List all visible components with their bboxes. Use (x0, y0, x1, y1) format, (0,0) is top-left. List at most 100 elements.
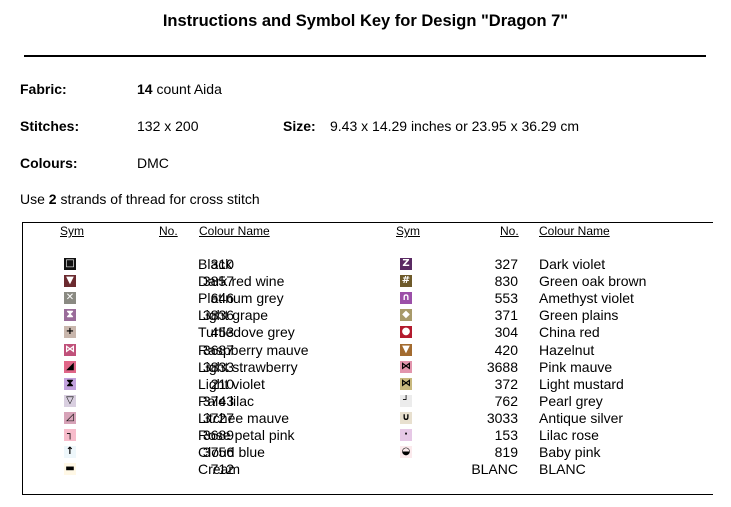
key-row-left: ↑ 3756 Cloud blue (0, 444, 731, 461)
colour-name: Lilac rose (539, 427, 599, 443)
colour-name: Amethyst violet (539, 290, 634, 307)
color-symbol-icon: ┘ (400, 394, 412, 407)
header-sym-left: Sym (60, 224, 84, 238)
key-row-left: ▽ 3743 Pale lilac (0, 393, 731, 410)
color-symbol-icon: ▼ (400, 343, 412, 356)
key-row-left: ▬ 712 Cream (0, 461, 731, 478)
size-label: Size: (283, 118, 316, 134)
color-symbol-icon: ⧗ (64, 309, 76, 322)
dmc-number: 830 (494, 273, 518, 290)
dmc-number: 210 (210, 375, 234, 392)
dmc-number: 3033 (486, 409, 518, 426)
colour-name: Light strawberry (198, 358, 298, 375)
colours-value: DMC (137, 155, 169, 171)
color-symbol-icon: ◢ (64, 360, 76, 373)
stitches-value: 132 x 200 (137, 118, 199, 134)
key-row-left: ⧗ 210 Light violet (0, 376, 731, 393)
dmc-number: 371 (494, 307, 518, 324)
header-sym-right: Sym (396, 224, 420, 238)
color-symbol-icon: ∪ (400, 411, 412, 424)
fabric-count: 14 (137, 81, 153, 97)
dmc-number: 762 (494, 392, 518, 409)
color-symbol-icon: ∩ (400, 292, 412, 305)
key-row-left: □ 310 Black (0, 256, 731, 273)
fabric-label: Fabric: (20, 81, 67, 97)
strands-instruction: Use 2 strands of thread for cross stitch (20, 191, 260, 207)
dmc-number: 3687 (202, 341, 234, 358)
key-row-right: ● 304 China red (0, 324, 731, 341)
key-row-right: #830 Green oak brown (0, 273, 731, 290)
key-row-right: ∪ 3033 Antique silver (0, 410, 731, 427)
key-row-right: ⋈ 3688 Pink mauve (0, 359, 731, 376)
color-symbol-icon: ◒ (400, 446, 412, 459)
key-row-right: Z 327 Dark violet (0, 256, 731, 273)
key-row-left: ⧗ 3836 Light grape (0, 307, 731, 324)
header-no-left: No. (159, 224, 178, 238)
colour-name: Pearl grey (539, 392, 603, 409)
dmc-number: 420 (494, 341, 518, 358)
color-symbol-icon: ┐ (64, 429, 76, 441)
colour-name: Raspberry mauve (198, 341, 309, 358)
dmc-number: 3689 (202, 427, 234, 443)
colour-name: Rose petal pink (198, 427, 295, 443)
colour-name: Antique silver (539, 409, 624, 426)
dmc-number: 372 (494, 375, 518, 392)
key-row-right: · 153 Lilac rose (0, 427, 731, 444)
title-divider (24, 55, 706, 57)
key-row-right: ◒ 819 Baby pink (0, 444, 731, 461)
colour-name: BLANC (539, 461, 586, 478)
color-symbol-icon: ● (400, 326, 412, 339)
dmc-number: 3836 (202, 307, 234, 324)
fabric-type: count Aida (152, 81, 222, 97)
key-row-left: +453 Turtledove grey (0, 324, 731, 341)
key-row-right: ▼ 420 Hazelnut (0, 342, 731, 359)
color-symbol-icon: ⋈ (400, 360, 412, 373)
colour-name: Turtledove grey (198, 324, 295, 341)
fabric-value: 14 count Aida (137, 81, 222, 97)
key-row-left: ▼ 3857 Dark red wine (0, 273, 731, 290)
key-row-left: ┐ 3689 Rose petal pink (0, 427, 731, 444)
key-row-right: BLANC BLANC (0, 461, 731, 478)
key-row-right: ◆ 371 Green plains (0, 307, 731, 324)
color-symbol-icon (400, 463, 412, 475)
header-no-right: No. (500, 224, 519, 238)
color-symbol-icon: ▽ (64, 394, 76, 407)
colour-name: Dark violet (539, 256, 606, 272)
dmc-number: 3857 (202, 273, 234, 290)
colour-name: Pale lilac (198, 392, 255, 409)
key-row-right: ∩ 553 Amethyst violet (0, 290, 731, 307)
colour-name: Light mustard (539, 375, 624, 392)
color-symbol-icon: Z (400, 258, 412, 270)
color-symbol-icon: + (64, 326, 76, 339)
color-symbol-icon: # (400, 275, 412, 288)
page-title: Instructions and Symbol Key for Design "… (162, 12, 569, 30)
colour-name: China red (539, 324, 600, 341)
color-symbol-icon: ⋈ (400, 377, 412, 390)
colour-name: Light violet (198, 375, 265, 392)
color-symbol-icon: ⋈ (64, 343, 76, 356)
dmc-number: 646 (210, 290, 234, 307)
dmc-number: 3833 (202, 358, 234, 375)
strands-count: 2 (48, 191, 57, 207)
colour-name: Green plains (539, 307, 619, 324)
dmc-number: 153 (494, 427, 518, 443)
color-symbol-icon: □ (64, 258, 76, 270)
dmc-number: 819 (494, 444, 518, 461)
dmc-number: 553 (494, 290, 518, 307)
colour-name: Cream (198, 461, 241, 478)
colours-label: Colours: (20, 155, 78, 171)
colour-name: Cloud blue (198, 444, 265, 461)
key-row-right: ┘ 762 Pearl grey (0, 393, 731, 410)
dmc-number: 3688 (486, 358, 518, 375)
symbol-key-table (22, 222, 713, 495)
dmc-number: 712 (210, 461, 234, 478)
colour-name: Litchee mauve (198, 409, 290, 426)
colour-name: Hazelnut (539, 341, 595, 358)
color-symbol-icon: ◆ (400, 309, 412, 322)
dmc-number: 304 (494, 324, 518, 341)
key-row-left: ⋈ 3687 Raspberry mauve (0, 342, 731, 359)
color-symbol-icon: ✕ (64, 292, 76, 305)
header-name-right: Colour Name (539, 224, 610, 238)
size-value: 9.43 x 14.29 inches or 23.95 x 36.29 cm (330, 118, 580, 134)
key-row-left: ✕ 646 Platinum grey (0, 290, 731, 307)
